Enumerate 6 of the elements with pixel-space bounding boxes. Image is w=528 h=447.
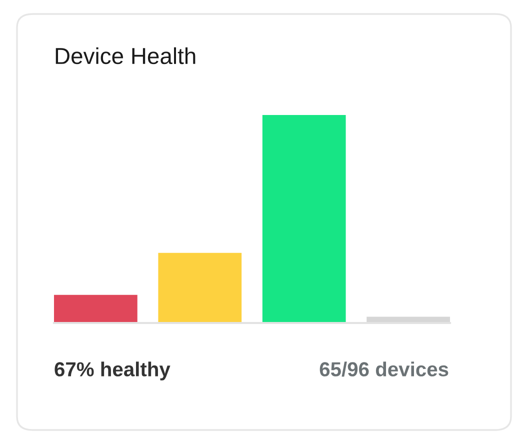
chart-title: Device Health <box>56 47 196 64</box>
text: 65/96 devices <box>320 362 448 377</box>
bar <box>158 252 242 323</box>
bar <box>54 294 138 323</box>
text: 67% healthy <box>54 362 170 380</box>
bar <box>262 115 346 323</box>
